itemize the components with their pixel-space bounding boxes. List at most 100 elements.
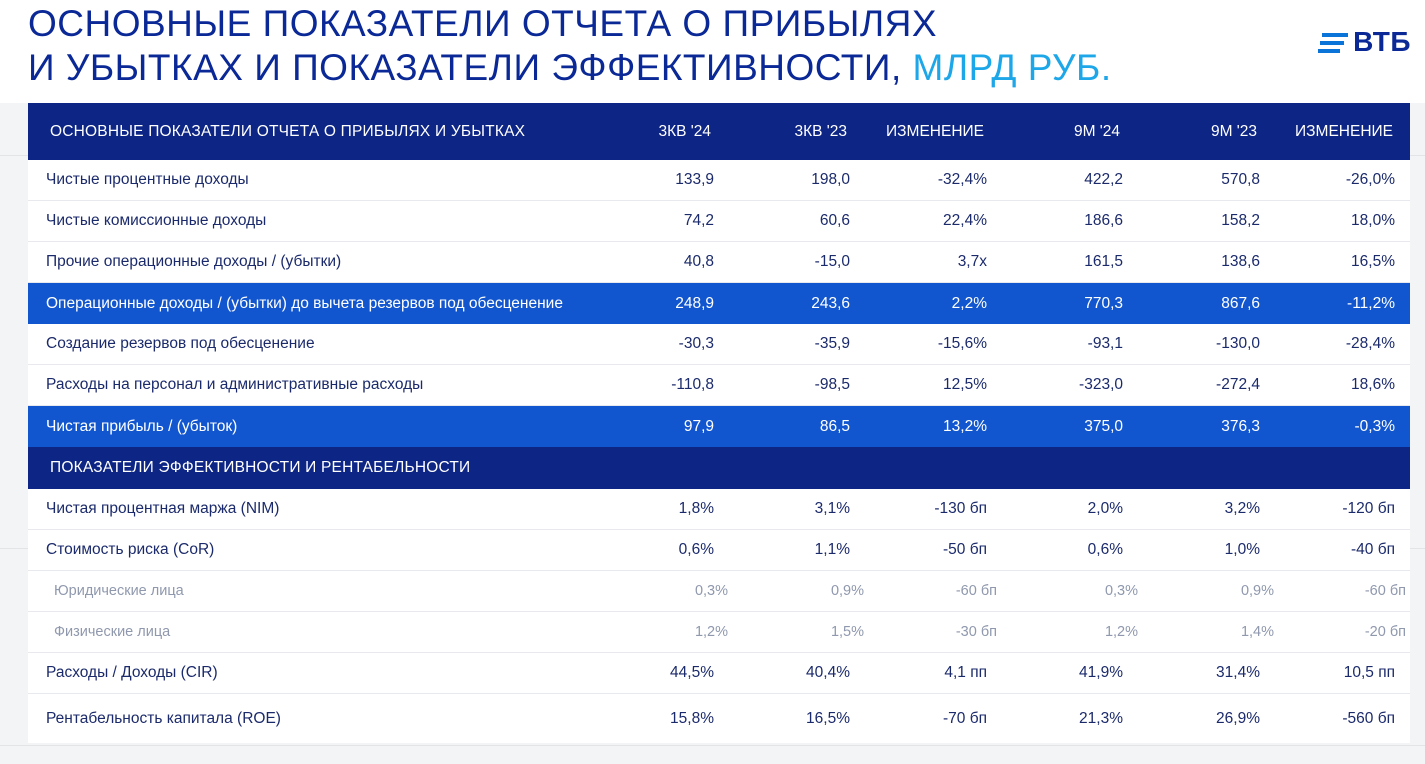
value-9m23: 867,6 (1221, 294, 1260, 312)
value-change-9m: -120 бп (1342, 500, 1395, 517)
value-9m23: 376,3 (1221, 417, 1260, 435)
value-3q24: 74,2 (683, 212, 714, 229)
value-change-q: 4,1 пп (944, 664, 987, 681)
value-3q24: 1,2% (694, 624, 728, 640)
value-change-q: 3,7x (957, 253, 987, 270)
vtb-logo: ВТБ (1318, 26, 1411, 58)
value-9m23: 570,8 (1221, 171, 1260, 188)
value-3q24: 1,8% (678, 500, 714, 517)
value-change-q: -15,6% (937, 335, 987, 352)
value-9m24: 41,9% (1079, 664, 1123, 681)
value-3q23: 0,9% (830, 583, 864, 599)
value-3q24: 133,9 (675, 171, 714, 188)
value-9m23: 158,2 (1221, 212, 1260, 229)
value-3q24: -110,8 (671, 376, 714, 393)
logo-text: ВТБ (1353, 26, 1411, 57)
page-header: ОСНОВНЫЕ ПОКАЗАТЕЛИ ОТЧЕТА О ПРИБЫЛЯХ И … (0, 0, 1425, 103)
value-3q24: 44,5% (670, 664, 714, 681)
value-9m24: 161,5 (1084, 253, 1123, 270)
value-3q24: 0,6% (678, 541, 714, 558)
value-9m24: -93,1 (1087, 335, 1123, 352)
table-row: Чистые комиссионные доходы 74,2 60,6 22,… (28, 201, 1410, 242)
table-row: Чистая процентная маржа (NIM) 1,8% 3,1% … (28, 489, 1410, 530)
value-change-9m: -60 бп (1364, 583, 1406, 599)
table-row: Рентабельность капитала (ROE) 15,8% 16,5… (28, 694, 1410, 743)
table-row: Расходы / Доходы (CIR) 44,5% 40,4% 4,1 п… (28, 653, 1410, 694)
row-label: Юридические лица (54, 583, 184, 599)
value-9m24: 0,3% (1104, 583, 1138, 599)
value-9m24: 2,0% (1087, 500, 1123, 517)
header-cell-change-9m: ИЗМЕНЕНИЕ (1295, 122, 1393, 140)
value-change-9m: -28,4% (1345, 335, 1395, 352)
value-3q24: -30,3 (678, 335, 714, 352)
value-change-9m: -20 бп (1364, 624, 1406, 640)
row-label: Чистые процентные доходы (46, 171, 249, 188)
value-change-q: -30 бп (955, 624, 997, 640)
row-label: Стоимость риска (CoR) (46, 541, 215, 558)
value-9m23: 0,9% (1240, 583, 1274, 599)
value-change-9m: -0,3% (1354, 417, 1396, 435)
table-row: Создание резервов под обесценение -30,3 … (28, 324, 1410, 365)
value-change-9m: -40 бп (1351, 541, 1395, 558)
table-row: Прочие операционные доходы / (убытки) 40… (28, 242, 1410, 283)
value-9m24: 375,0 (1084, 417, 1123, 435)
value-3q23: 198,0 (811, 171, 850, 188)
value-change-9m: 10,5 пп (1343, 664, 1395, 681)
value-change-q: 2,2% (951, 294, 987, 312)
value-9m24: -323,0 (1079, 376, 1123, 393)
value-3q23: 1,1% (814, 541, 850, 558)
value-3q23: 243,6 (811, 294, 850, 312)
row-label: Чистая процентная маржа (NIM) (46, 500, 280, 517)
row-label: Рентабельность капитала (ROE) (46, 709, 281, 727)
table-row: Расходы на персонал и административные р… (28, 365, 1410, 406)
value-3q23: 60,6 (819, 212, 850, 229)
value-9m24: 422,2 (1084, 171, 1123, 188)
value-change-q: -130 бп (934, 500, 987, 517)
value-3q23: -35,9 (814, 335, 850, 352)
logo-stripes-icon (1318, 33, 1349, 53)
row-label: Физические лица (54, 624, 171, 640)
value-9m23: 31,4% (1216, 664, 1260, 681)
value-change-9m: 18,6% (1351, 376, 1395, 393)
value-change-9m: -26,0% (1345, 171, 1395, 188)
value-3q24: 97,9 (683, 417, 714, 435)
value-9m23: 3,2% (1224, 500, 1260, 517)
row-label: Операционные доходы / (убытки) до вычета… (46, 294, 563, 312)
value-change-9m: 18,0% (1351, 212, 1395, 229)
row-label: Прочие операционные доходы / (убытки) (46, 253, 342, 270)
value-3q23: 40,4% (806, 664, 850, 681)
value-9m24: 186,6 (1084, 212, 1123, 229)
row-label: Расходы на персонал и административные р… (46, 376, 424, 393)
value-change-q: 22,4% (943, 212, 987, 229)
title-line-1: ОСНОВНЫЕ ПОКАЗАТЕЛИ ОТЧЕТА О ПРИБЫЛЯХ (28, 3, 938, 44)
value-change-q: -70 бп (943, 709, 987, 727)
value-9m23: 1,0% (1224, 541, 1260, 558)
value-9m24: 1,2% (1104, 624, 1138, 640)
value-9m24: 0,6% (1087, 541, 1123, 558)
table-row-highlight: Операционные доходы / (убытки) до вычета… (28, 283, 1410, 324)
value-change-9m: 16,5% (1351, 253, 1395, 270)
table-row-highlight: Чистая прибыль / (убыток) 97,9 86,5 13,2… (28, 406, 1410, 447)
row-label: Чистые комиссионные доходы (46, 212, 267, 229)
header-cell-change-q: ИЗМЕНЕНИЕ (886, 122, 984, 140)
section-title: ПОКАЗАТЕЛИ ЭФФЕКТИВНОСТИ И РЕНТАБЕЛЬНОСТ… (50, 459, 471, 476)
header-cell-9m23: 9М '23 (1210, 122, 1257, 140)
header-cell-3q23: 3КВ '23 (794, 122, 848, 140)
value-change-q: 12,5% (943, 376, 987, 393)
value-3q23: -98,5 (814, 376, 850, 393)
table-row: Стоимость риска (CoR) 0,6% 1,1% -50 бп 0… (28, 530, 1410, 571)
value-change-9m: -11,2% (1347, 294, 1395, 312)
value-3q23: 3,1% (814, 500, 850, 517)
value-3q23: 86,5 (819, 417, 850, 435)
value-3q23: -15,0 (814, 253, 850, 270)
value-change-9m: -560 бп (1342, 709, 1395, 727)
value-change-q: -32,4% (937, 171, 987, 188)
header-cell-9m24: 9М '24 (1073, 122, 1120, 140)
value-3q24: 40,8 (683, 253, 714, 270)
value-9m23: -130,0 (1216, 335, 1260, 352)
value-change-q: 13,2% (943, 417, 987, 435)
value-change-q: -60 бп (955, 583, 997, 599)
table-row-sub: Физические лица 1,2% 1,5% -30 бп 1,2% 1,… (28, 612, 1410, 653)
header-cell-3q24: 3КВ '24 (658, 122, 712, 140)
value-3q23: 1,5% (830, 624, 864, 640)
